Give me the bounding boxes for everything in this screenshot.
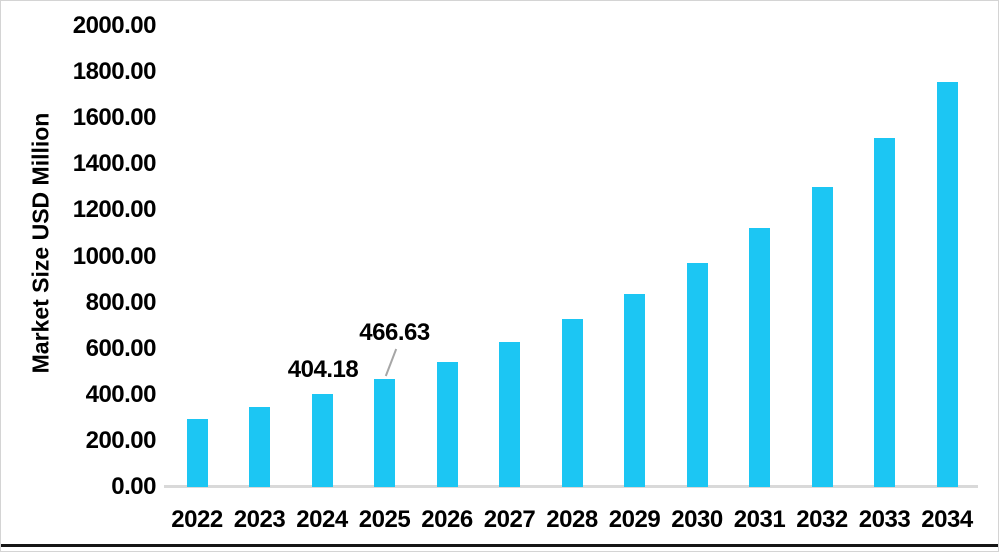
bar bbox=[186, 419, 208, 487]
bar bbox=[624, 294, 645, 487]
y-tick-label: 1600.00 bbox=[72, 104, 157, 132]
y-tick-label: 200.00 bbox=[85, 426, 157, 454]
y-tick-label: 1200.00 bbox=[72, 196, 157, 224]
x-axis-category-label: 2033 bbox=[858, 506, 911, 533]
bar bbox=[936, 81, 958, 487]
bar bbox=[499, 342, 520, 487]
bar bbox=[249, 407, 270, 487]
data-label: 466.63 bbox=[359, 319, 430, 347]
bar bbox=[749, 228, 770, 487]
x-axis-category-label: 2023 bbox=[233, 506, 286, 533]
y-tick-label: 1000.00 bbox=[72, 242, 157, 270]
bar bbox=[874, 137, 895, 487]
y-axis-title: Market Size USD Million bbox=[27, 112, 54, 374]
x-axis-category-label: 2022 bbox=[171, 506, 223, 533]
y-tick-label: 800.00 bbox=[85, 288, 157, 316]
bottom-divider bbox=[1, 544, 998, 547]
y-tick-label: 600.00 bbox=[85, 334, 157, 362]
bar bbox=[436, 362, 458, 487]
data-label: 404.18 bbox=[287, 355, 359, 383]
y-tick-label: 400.00 bbox=[85, 380, 157, 408]
x-axis-category-label: 2031 bbox=[733, 506, 786, 533]
bar bbox=[374, 379, 395, 487]
y-tick-label: 1400.00 bbox=[72, 150, 157, 178]
y-tick-label: 0.00 bbox=[111, 473, 156, 500]
x-axis-category-label: 2030 bbox=[671, 506, 723, 533]
y-tick-label: 1800.00 bbox=[72, 58, 157, 86]
leader-line bbox=[384, 348, 397, 377]
x-axis-category-label: 2029 bbox=[608, 506, 661, 533]
bar bbox=[561, 319, 583, 487]
x-axis-category-label: 2028 bbox=[546, 506, 598, 533]
x-axis-category-label: 2027 bbox=[483, 506, 536, 533]
x-axis-category-label: 2025 bbox=[358, 506, 411, 533]
bar bbox=[686, 263, 708, 487]
x-axis-category-label: 2034 bbox=[921, 506, 973, 533]
x-axis-category-label: 2026 bbox=[421, 506, 473, 533]
bar bbox=[811, 186, 833, 487]
y-tick-label: 2000.00 bbox=[72, 12, 157, 39]
bar bbox=[311, 393, 333, 487]
x-axis-category-label: 2024 bbox=[296, 506, 348, 533]
x-axis-category-label: 2032 bbox=[796, 506, 848, 533]
